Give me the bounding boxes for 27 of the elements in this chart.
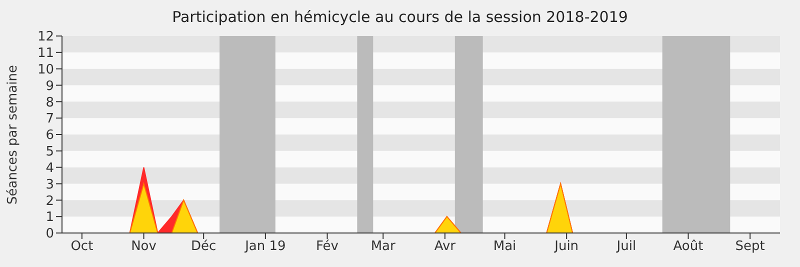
x-tick-label: Nov bbox=[131, 239, 157, 254]
y-tick-label: 7 bbox=[46, 112, 54, 127]
x-tick-label: Déc bbox=[191, 239, 216, 254]
y-tick-label: 4 bbox=[46, 160, 54, 176]
y-tick-label: 11 bbox=[37, 46, 54, 62]
x-tick-label: Juin bbox=[554, 239, 579, 254]
y-tick-label: 9 bbox=[46, 78, 54, 94]
y-tick-label: 6 bbox=[46, 128, 54, 144]
x-tick-label: Mar bbox=[370, 239, 396, 254]
y-tick-label: 10 bbox=[37, 62, 54, 78]
x-tick-label: Août bbox=[673, 239, 704, 254]
y-tick-label: 12 bbox=[37, 30, 54, 45]
y-tick-label: 3 bbox=[46, 177, 54, 192]
x-tick-label: Juil bbox=[616, 239, 636, 254]
x-tick-label: Jan 19 bbox=[244, 239, 286, 254]
y-tick-label: 2 bbox=[46, 194, 54, 209]
chart-title: Participation en hémicycle au cours de la session 2018-2019 bbox=[171, 8, 629, 26]
y-tick-label: 5 bbox=[46, 144, 54, 160]
y-tick-label: 8 bbox=[46, 95, 54, 110]
y-tick-label: 1 bbox=[46, 210, 54, 226]
y-tick-label: 0 bbox=[46, 226, 54, 242]
x-tick-label: Avr bbox=[434, 239, 456, 254]
x-tick-label: Oct bbox=[70, 239, 94, 254]
x-tick-label: Mai bbox=[493, 239, 516, 254]
x-tick-label: Fév bbox=[316, 239, 339, 254]
x-tick-label: Sept bbox=[735, 239, 765, 254]
y-axis-title: Séances par semaine bbox=[6, 65, 21, 204]
